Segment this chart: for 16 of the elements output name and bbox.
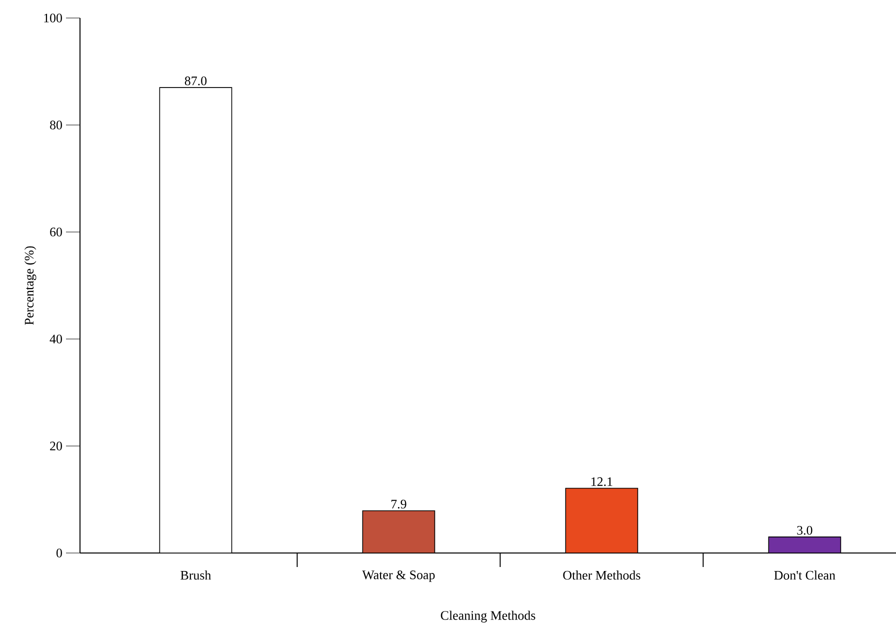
y-tick-label: 0: [56, 548, 62, 558]
y-tick-label: 60: [50, 228, 62, 236]
x-tick-label: Don't Clean: [774, 570, 836, 580]
data-label: 7.9: [391, 500, 406, 509]
data-label: 12.1: [591, 477, 612, 486]
y-tick-label: 40: [50, 334, 62, 344]
y-tick-label: 20: [50, 442, 62, 450]
y-tick-label: 100: [44, 14, 62, 22]
x-axis-title: Cleaning Methods: [440, 610, 536, 623]
x-tick-label: Water & Soap: [362, 570, 435, 582]
x-tick-label: Other Methods: [563, 570, 640, 580]
y-axis-title: Percentage (%): [24, 246, 36, 325]
data-label: 3.0: [797, 526, 812, 535]
y-tick-label: 80: [50, 120, 62, 130]
data-label: 87.0: [184, 76, 207, 86]
x-tick-label: Brush: [180, 570, 212, 580]
